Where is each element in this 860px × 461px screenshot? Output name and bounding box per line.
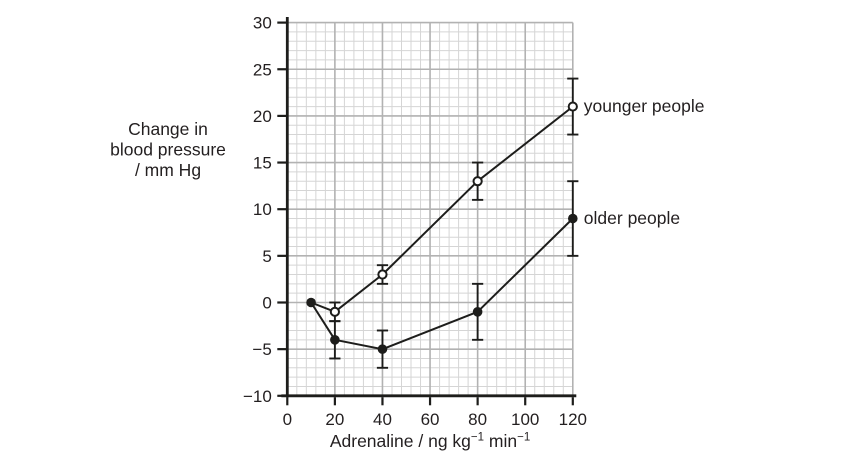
open-circle-marker [377, 269, 388, 280]
filled-circle-marker [377, 344, 388, 354]
x-axis-ticks: 0 20 40 60 80 100 120 [283, 397, 587, 429]
series-label-younger: younger people [584, 96, 705, 116]
y-axis-title-line: Change in [128, 119, 208, 139]
x-axis-title: Adrenaline / ng kg−1 min−1 [330, 431, 530, 451]
y-tick-label: 5 [262, 247, 271, 266]
filled-circle-marker [306, 297, 316, 308]
y-tick-label: 15 [253, 154, 272, 173]
x-tick-label: 120 [559, 410, 587, 429]
y-tick-label: −10 [243, 387, 272, 406]
x-tick-label: 20 [325, 410, 344, 429]
x-tick-label: 60 [421, 410, 440, 429]
x-axis-title-superscript: −1 [471, 431, 484, 443]
x-axis-title-superscript: −1 [517, 431, 530, 443]
filled-circle-marker [472, 307, 483, 317]
y-axis-ticks: 30 25 20 15 10 5 0 −5 −10 [243, 14, 288, 406]
y-tick-label: 10 [253, 200, 272, 219]
y-tick-label: 0 [262, 294, 271, 313]
x-tick-label: 100 [511, 410, 539, 429]
open-circle-marker [472, 176, 483, 187]
y-tick-label: 30 [253, 14, 272, 33]
open-circle-marker [567, 101, 578, 112]
x-tick-label: 80 [468, 410, 487, 429]
filled-circle-marker [568, 213, 578, 224]
x-tick-label: 0 [283, 410, 292, 429]
y-tick-label: 20 [253, 107, 272, 126]
filled-circle-marker [330, 335, 340, 345]
y-axis-title-line: blood pressure [110, 140, 226, 160]
axes [281, 17, 577, 398]
open-circle-marker [329, 306, 340, 317]
y-tick-label: −5 [252, 340, 271, 359]
series-label-older: older people [584, 208, 680, 228]
x-tick-label: 40 [373, 410, 392, 429]
markers-younger [329, 101, 578, 317]
y-axis-title-line: / mm Hg [135, 160, 201, 180]
y-tick-label: 25 [253, 60, 272, 79]
x-axis-title-segment: min [484, 431, 517, 451]
markers-older [306, 213, 578, 354]
x-axis-title-segment: Adrenaline / ng kg [330, 431, 471, 451]
